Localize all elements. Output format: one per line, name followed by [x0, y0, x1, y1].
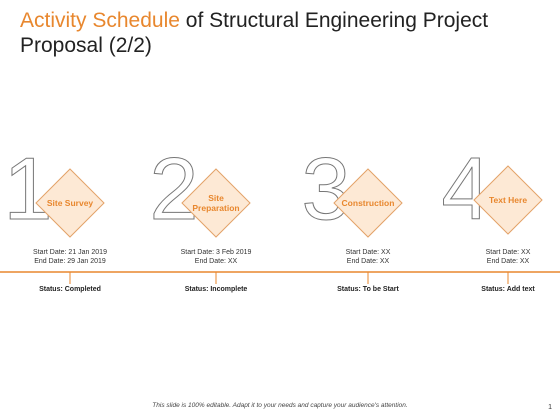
start-date: Start Date: XX — [345, 249, 391, 256]
start-date: Start Date: XX — [485, 249, 531, 256]
footer: This slide is 100% editable. Adapt it to… — [152, 402, 408, 409]
status: Status: Add text — [481, 286, 535, 293]
status: Status: Incomplete — [184, 286, 248, 293]
end-date: End Date: 29 Jan 2019 — [34, 258, 106, 265]
start-date: Start Date: 21 Jan 2019 — [33, 249, 107, 256]
end-date: End Date: XX — [194, 258, 238, 265]
end-date: End Date: XX — [346, 258, 390, 265]
diamond — [473, 165, 543, 235]
title-highlight: Activity Schedule — [20, 9, 180, 32]
step-number: 1 — [4, 139, 53, 238]
step-number: 3 — [302, 139, 351, 238]
diamond — [181, 168, 251, 238]
title: Activity Schedule of Structural Engineer… — [20, 8, 500, 58]
step-number: 2 — [150, 139, 199, 238]
step-label: Construction — [341, 198, 395, 208]
status: Status: To be Start — [337, 286, 399, 293]
title-rest: of Structural Engineering Project Propos… — [20, 9, 489, 57]
end-date: End Date: XX — [486, 258, 530, 265]
step-label: Site Preparation — [192, 193, 240, 213]
diamond — [333, 168, 403, 238]
step-number: 4 — [442, 139, 491, 238]
step-label: Text Here — [488, 195, 528, 205]
diamond — [35, 168, 105, 238]
page-number: 1 — [548, 404, 552, 411]
step-label: Site Survey — [46, 198, 94, 208]
start-date: Start Date: 3 Feb 2019 — [180, 249, 252, 256]
status: Status: Completed — [39, 286, 101, 293]
